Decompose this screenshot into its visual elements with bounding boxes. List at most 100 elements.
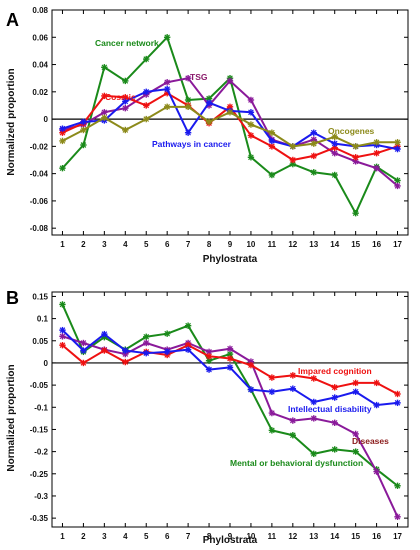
panel-a-ytick-label: -0.08: [30, 224, 49, 233]
panel-a-series-2-point: [268, 143, 276, 150]
panel-a-series-3-point: [122, 98, 129, 105]
panel-b-ytick-label: -0.35: [30, 514, 49, 523]
panel-b-series-1-point: [59, 333, 66, 340]
panel-a-xtick-label: 6: [165, 240, 170, 249]
panel-a-xtick-label: 14: [330, 240, 339, 249]
panel-a-ytick-label: 0.08: [32, 6, 48, 15]
panel-a-series-0-point: [331, 171, 338, 179]
panel-a-series-3-point: [205, 99, 213, 106]
panel-b-series-2-point: [247, 361, 255, 369]
panel-b-ytick-label: -0.2: [34, 448, 48, 457]
panel-a-series-1-point: [331, 149, 338, 157]
panel-a-series-1-point: [373, 164, 380, 172]
panel-b-ytick-label: -0.3: [34, 492, 48, 501]
panel-a-xtick-label: 3: [102, 240, 107, 249]
panel-a-series-4-point: [394, 139, 401, 146]
panel-b-series-0-point: [289, 432, 297, 439]
panel-b-xtick-label: 4: [123, 532, 128, 541]
panel-b-ytick-label: 0.15: [32, 292, 48, 301]
panel-a-series-3-point: [80, 118, 87, 126]
panel-b-series-0-point: [268, 427, 276, 434]
panel-b-xtick-label: 12: [288, 532, 297, 541]
panel-a-series-0-point: [205, 95, 213, 102]
panel-a-series-0-point: [163, 34, 171, 41]
panel-a-series-4-point: [331, 133, 338, 141]
panel-b-series-2-point: [122, 358, 129, 366]
panel-b-series-1-point: [394, 513, 401, 521]
panel-a-series-3-point: [163, 85, 171, 93]
panel-b-series-3-point: [352, 388, 359, 395]
panel-a-series-0-point: [80, 141, 87, 149]
panel-a-annotation: Cosmic: [105, 92, 136, 102]
panel-b-series-1-point: [268, 409, 276, 417]
panel-a-series-3-point: [184, 129, 192, 136]
panel-b-series-0-point: [143, 333, 150, 340]
panel-a-xtick-label: 15: [351, 240, 360, 249]
panel-a-series-4-point: [59, 137, 66, 145]
panel-a-series-1-point: [122, 104, 129, 112]
panel-a-ytick-label: -0.04: [30, 170, 49, 179]
panel-b-ytick-label: 0: [44, 359, 49, 368]
panel-a-xtick-label: 11: [268, 240, 277, 249]
panel-a-ytick-label: 0: [44, 115, 49, 124]
panel-a-series-4-point: [289, 143, 297, 150]
panel-a-series-0-point: [394, 177, 401, 184]
panel-b-ytick-label: -0.25: [30, 470, 49, 479]
panel-b-series-3-point: [143, 349, 150, 357]
panel-b-xtick-label: 10: [246, 532, 255, 541]
panel-a-series-3-point: [394, 145, 401, 153]
panel-b-xtick-label: 7: [186, 532, 191, 541]
panel-b-series-1-point: [310, 415, 317, 422]
panel-a-series-4-point: [122, 126, 129, 134]
panel-a-series-3-point: [331, 140, 338, 147]
panel-a-ytick-label: 0.02: [32, 88, 48, 97]
panel-a-ylabel: Normalized proportion: [6, 68, 17, 175]
panel-b-xtick-label: 9: [228, 532, 233, 541]
panel-a-series-2-point: [247, 132, 255, 139]
panel-b-series-2-point: [331, 384, 338, 391]
panel-b-series-0-point: [394, 482, 401, 489]
panel-b-series-3-point: [184, 346, 192, 353]
panel-a-series-4-point: [101, 114, 108, 121]
panel-b-series-0-point: [163, 330, 171, 337]
panel-b-series-3-point: [310, 398, 317, 406]
panel-b-xtick-label: 11: [268, 532, 277, 541]
panel-a-xtick-label: 12: [288, 240, 297, 249]
panel-b-annotation: Diseases: [352, 436, 389, 446]
panel-a-series-1-point: [247, 96, 255, 104]
panel-b-series-3-point: [205, 366, 213, 373]
panel-a-series-1-point: [184, 74, 192, 82]
panel-a-series-4-point: [352, 143, 359, 150]
panel-b-xlabel: Phylostrata: [203, 535, 258, 546]
panel-b-series-3-point: [331, 394, 338, 401]
panel-b-series-0-point: [352, 448, 359, 455]
panel-b-series-3-point: [80, 347, 87, 354]
panel-a-xtick-label: 4: [123, 240, 128, 249]
panel-a-series-4-point: [373, 139, 380, 146]
panel-b-xtick-label: 17: [393, 532, 402, 541]
panel-a-xtick-label: 5: [144, 240, 149, 249]
panel-b-ytick-label: -0.1: [34, 403, 48, 412]
panel-b-series-2-point: [352, 379, 359, 387]
panel-a-series-2-point: [310, 152, 317, 160]
panel-b-series-3-point: [59, 326, 66, 334]
panel-a-series-4-point: [143, 115, 150, 123]
panel-b-ytick-label: -0.15: [30, 425, 49, 434]
panel-a-series-2-point: [143, 102, 150, 109]
panel-b: B Normalized proportion Phylostrata 0.15…: [6, 288, 409, 546]
panel-a-xtick-label: 10: [246, 240, 255, 249]
panel-a: A Normalized proportion Phylostrata 0.08…: [6, 6, 409, 265]
panel-b-ytick-label: 0.1: [37, 315, 49, 324]
panel-b-series-2-point: [394, 390, 401, 398]
panel-a-ytick-label: 0.06: [32, 33, 48, 42]
panel-a-xtick-label: 13: [309, 240, 318, 249]
panel-a-series-4-point: [268, 129, 276, 136]
panel-b-series-1-point: [143, 339, 150, 347]
panel-a-xtick-label: 7: [186, 240, 191, 249]
panel-b-xtick-label: 6: [165, 532, 170, 541]
panel-a-xtick-label: 1: [60, 240, 65, 249]
panel-a-series-0-point: [268, 171, 276, 179]
panel-b-series-1-point: [352, 430, 359, 438]
panel-a-series-3-point: [310, 129, 317, 136]
